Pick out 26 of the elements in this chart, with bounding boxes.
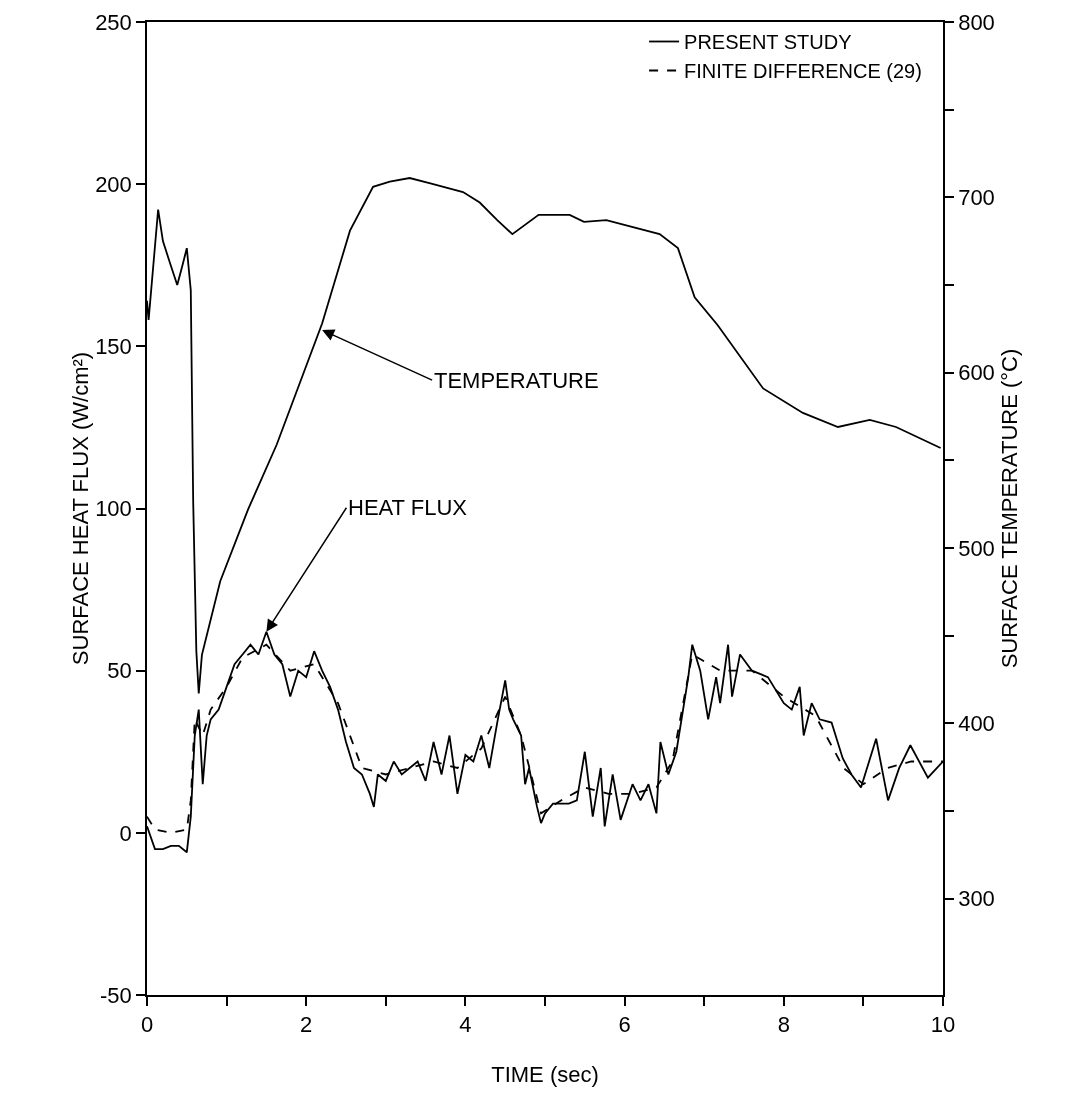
y2-tick-label: 700 <box>958 185 995 211</box>
x-tick-label: 4 <box>459 1012 472 1038</box>
legend-label: FINITE DIFFERENCE (29) <box>684 60 922 83</box>
annotation: TEMPERATURE <box>434 368 599 393</box>
y-axis-title: SURFACE HEAT FLUX (W/cm²) <box>68 351 94 666</box>
y2-axis-title: SURFACE TEMPERATURE (°C) <box>996 348 1022 669</box>
y2-tick-label: 300 <box>958 886 995 912</box>
y2-tick-label: 500 <box>958 535 995 561</box>
y2-tick-label: 400 <box>958 710 995 736</box>
y-tick-label: -50 <box>100 982 132 1008</box>
y-tick-label: 250 <box>95 9 132 35</box>
x-axis-title: TIME (sec) <box>491 1061 599 1087</box>
y2-tick-label: 800 <box>958 9 995 35</box>
legend-label: PRESENT STUDY <box>684 31 852 54</box>
annotation: HEAT FLUX <box>348 495 468 520</box>
y-tick-label: 0 <box>119 820 132 846</box>
x-tick-label: 6 <box>618 1012 631 1038</box>
y2-tick-label: 600 <box>958 360 995 386</box>
x-tick-label: 8 <box>777 1012 790 1038</box>
x-tick-label: 0 <box>140 1012 154 1038</box>
y-tick-label: 200 <box>95 171 132 197</box>
y-tick-label: 50 <box>107 658 132 684</box>
y-tick-label: 150 <box>95 334 132 360</box>
x-tick-label: 10 <box>930 1012 956 1038</box>
x-tick-label: 2 <box>300 1012 313 1038</box>
y-tick-label: 100 <box>95 496 132 522</box>
